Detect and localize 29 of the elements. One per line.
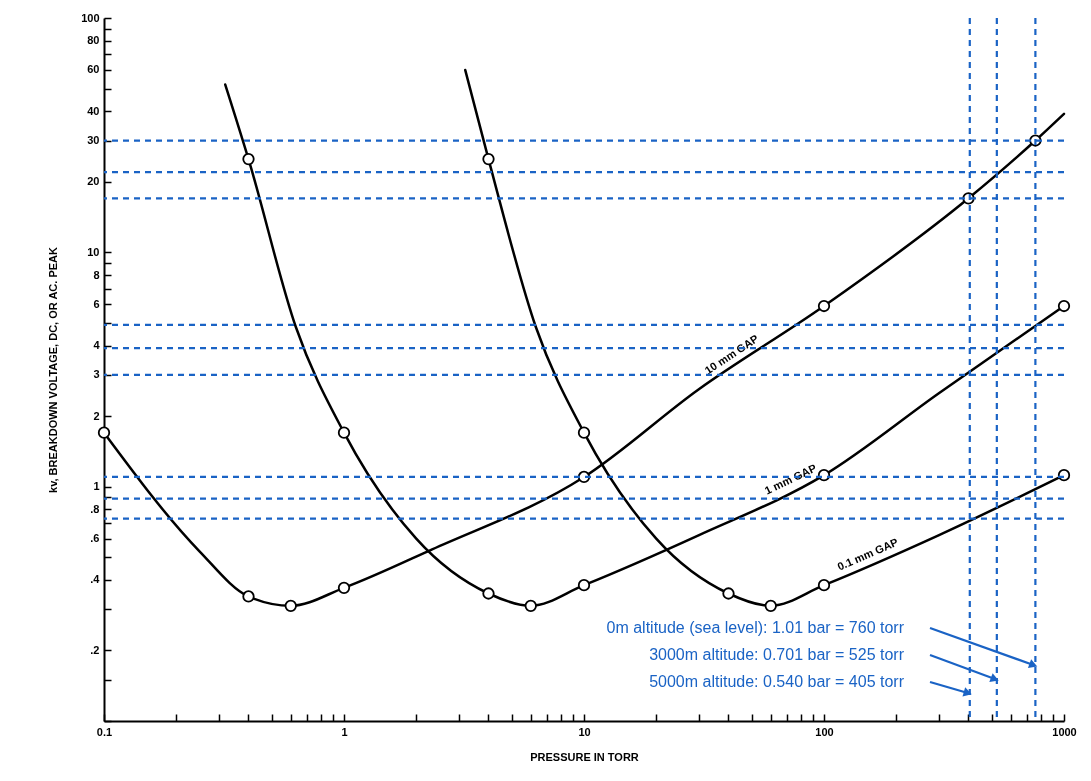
y-tick-label: .8 <box>90 502 100 515</box>
y-tick-label: 100 <box>81 11 100 24</box>
y-tick-label: .4 <box>90 573 101 586</box>
x-tick-label: 1 <box>341 725 348 738</box>
y-tick-label: 10 <box>87 245 100 258</box>
text: 0.1 mm GAP <box>835 535 900 573</box>
y-tick-label: 60 <box>87 63 100 76</box>
x-tick-label: 100 <box>815 725 834 738</box>
y-tick-label: .6 <box>90 532 100 545</box>
y-tick-label: 3 <box>93 368 100 381</box>
y-tick-label: 80 <box>87 34 100 47</box>
y-tick-label: 40 <box>87 104 100 117</box>
text: 1 mm GAP <box>762 461 819 497</box>
annotation: 5000m altitude: 0.540 bar = 405 torr <box>649 673 905 690</box>
y-tick-label: 20 <box>87 175 100 188</box>
y-axis-title: kv, BREAKDOWN VOLTAGE, DC, OR AC. PEAK <box>47 247 60 493</box>
x-tick-label: 1000 <box>1052 725 1077 738</box>
y-tick-label: 4 <box>93 339 101 352</box>
y-tick-label: 6 <box>93 297 100 310</box>
annotation: 0m altitude (sea level): 1.01 bar = 760 torr <box>606 619 905 636</box>
y-tick-label: 2 <box>93 409 100 422</box>
y-tick-label: 30 <box>87 134 100 147</box>
x-tick-label: 0.1 <box>96 725 113 738</box>
x-axis-title: PRESSURE IN TORR <box>530 750 639 763</box>
y-tick-label: 8 <box>93 268 100 281</box>
y-tick-label: .2 <box>90 643 100 656</box>
x-tick-label: 10 <box>578 725 591 738</box>
y-tick-label: 1 <box>93 480 100 493</box>
annotation: 3000m altitude: 0.701 bar = 525 torr <box>649 646 905 663</box>
